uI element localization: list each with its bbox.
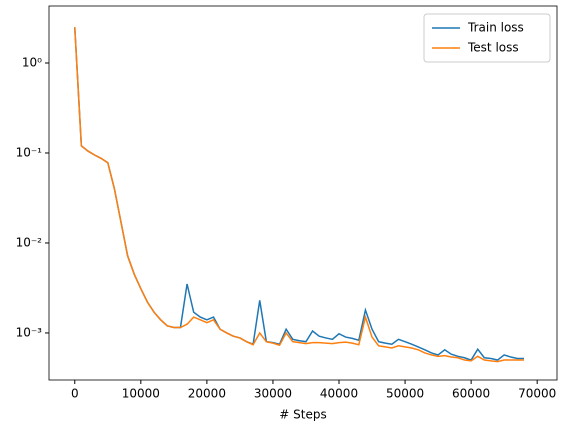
y-tick-label: 10⁻² <box>16 235 43 249</box>
x-tick-label: 30000 <box>254 387 292 401</box>
y-tick-label: 10⁻³ <box>16 325 43 339</box>
x-tick-label: 0 <box>71 387 79 401</box>
axes-frame <box>48 5 558 381</box>
x-tick-label: 10000 <box>122 387 160 401</box>
series-line <box>74 27 524 361</box>
x-tick-label: 20000 <box>188 387 226 401</box>
series-line <box>74 27 524 363</box>
x-tick-label: 40000 <box>320 387 358 401</box>
y-tick-label: 10⁻¹ <box>16 145 43 159</box>
legend-label: Test loss <box>467 41 519 55</box>
y-tick-label: 10⁰ <box>22 56 42 70</box>
x-axis-label: # Steps <box>279 408 326 422</box>
x-tick-label: 70000 <box>518 387 556 401</box>
legend-box <box>423 13 551 63</box>
x-tick-label: 50000 <box>386 387 424 401</box>
x-tick-label: 60000 <box>452 387 490 401</box>
legend-label: Train loss <box>467 21 524 35</box>
